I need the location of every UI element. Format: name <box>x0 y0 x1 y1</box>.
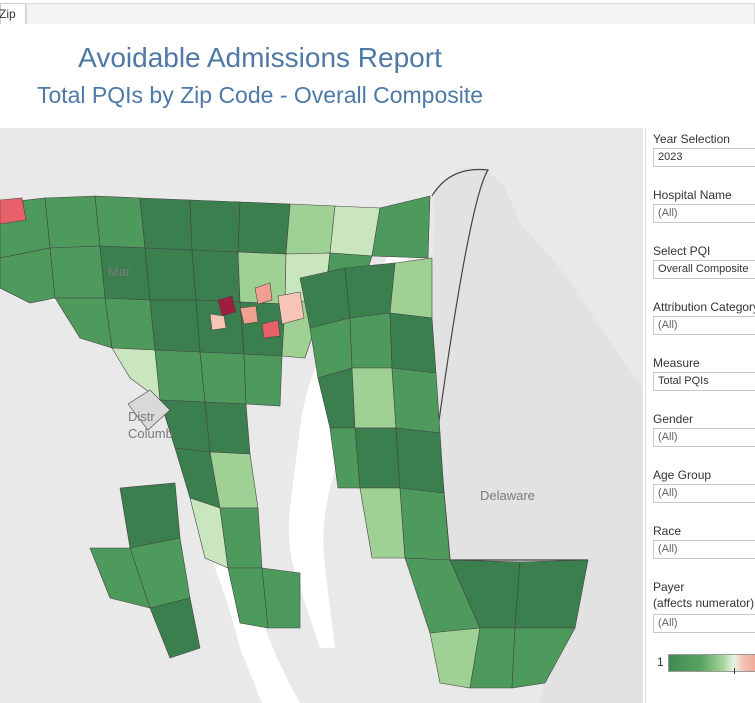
zip-region[interactable] <box>514 559 589 629</box>
place-label-delaware: Delaware <box>480 488 535 503</box>
zip-region[interactable] <box>154 349 206 403</box>
zip-region[interactable] <box>89 547 151 609</box>
tab-strip: Zip <box>0 0 755 24</box>
filter-race-select[interactable]: (All) <box>653 540 755 559</box>
zip-region[interactable] <box>0 247 56 304</box>
zip-region[interactable] <box>49 245 106 299</box>
page-title: Avoidable Admissions Report <box>78 42 442 73</box>
place-label-district: Distr <box>128 409 155 424</box>
chesapeake-bay <box>288 248 410 648</box>
zip-region[interactable] <box>391 367 441 434</box>
filter-year-select[interactable]: 2023 <box>653 148 755 167</box>
zip-region[interactable] <box>351 367 397 429</box>
zip-region[interactable] <box>511 627 576 689</box>
zip-region[interactable] <box>329 205 381 257</box>
zip-region-high[interactable] <box>0 197 27 225</box>
zip-region[interactable] <box>44 195 101 249</box>
legend-min-label: 1 <box>657 655 664 669</box>
filter-label-age-group: Age Group <box>653 468 712 482</box>
zip-region[interactable] <box>94 195 146 249</box>
filter-label-gender: Gender <box>653 412 694 426</box>
filter-label-pqi: Select PQI <box>653 244 711 258</box>
zip-region[interactable] <box>243 353 283 407</box>
zip-region-high[interactable] <box>254 282 273 305</box>
zip-region[interactable] <box>261 567 301 629</box>
filter-label-payer-note: (affects numerator) <box>653 596 755 610</box>
zip-region[interactable] <box>349 312 393 369</box>
zip-region-high[interactable] <box>261 319 281 339</box>
zip-region[interactable] <box>309 317 353 379</box>
tab-strip-empty <box>26 3 755 24</box>
zip-region[interactable] <box>344 262 396 319</box>
place-label-columbia: Columb <box>128 426 173 441</box>
filter-label-measure: Measure <box>653 356 700 370</box>
zip-region[interactable] <box>354 427 401 489</box>
zip-region-high[interactable] <box>209 313 227 331</box>
zip-region[interactable] <box>189 199 241 253</box>
zip-region[interactable] <box>389 257 433 319</box>
zip-region[interactable] <box>149 299 201 353</box>
zip-region-high[interactable] <box>217 295 237 317</box>
zip-region[interactable] <box>204 401 251 455</box>
filter-panel: Year Selection 2023 Hospital Name (All) … <box>645 128 755 703</box>
legend-tick <box>734 668 735 674</box>
delaware-land <box>432 167 643 703</box>
zip-region[interactable] <box>395 427 445 494</box>
zip-region[interactable] <box>119 482 181 549</box>
zip-code-map[interactable]: Mar Distr Columb Delaware <box>0 128 643 703</box>
place-label-maryland: Mar <box>108 264 131 279</box>
zip-region[interactable] <box>104 297 156 351</box>
zip-region[interactable] <box>199 351 247 405</box>
filter-label-year: Year Selection <box>653 132 730 146</box>
filter-age-group-select[interactable]: (All) <box>653 484 755 503</box>
zip-region[interactable] <box>144 247 197 301</box>
filter-label-payer: Payer <box>653 580 685 594</box>
zip-region-high[interactable] <box>239 305 259 325</box>
filter-label-hospital: Hospital Name <box>653 188 732 202</box>
zip-region[interactable] <box>237 201 291 255</box>
filter-payer-select[interactable]: (All) <box>653 614 755 633</box>
zip-region[interactable] <box>399 487 451 561</box>
zip-region[interactable] <box>149 597 201 659</box>
map-canvas[interactable]: Mar Distr Columb Delaware <box>0 128 643 703</box>
filter-gender-select[interactable]: (All) <box>653 428 755 447</box>
filter-hospital-select[interactable]: (All) <box>653 204 755 223</box>
tab-zip[interactable]: Zip <box>0 3 26 24</box>
zip-region[interactable] <box>389 312 437 374</box>
color-legend-bar <box>668 654 755 672</box>
page-subtitle: Total PQIs by Zip Code - Overall Composi… <box>36 82 484 108</box>
zip-region[interactable] <box>285 203 336 255</box>
filter-attribution-select[interactable]: (All) <box>653 316 755 335</box>
filter-measure-select[interactable]: Total PQIs <box>653 372 755 391</box>
delaware-border <box>431 168 588 561</box>
zip-region[interactable] <box>139 197 193 251</box>
filter-label-race: Race <box>653 524 682 538</box>
filter-label-attribution: Attribution Category <box>653 300 755 314</box>
filter-pqi-select[interactable]: Overall Composite <box>653 260 755 279</box>
zip-polygons[interactable] <box>0 195 589 689</box>
zip-region[interactable] <box>191 249 241 303</box>
zip-region[interactable] <box>371 195 431 259</box>
potomac-river <box>0 276 300 703</box>
zip-region-high[interactable] <box>277 291 305 325</box>
district-area[interactable] <box>127 389 171 431</box>
